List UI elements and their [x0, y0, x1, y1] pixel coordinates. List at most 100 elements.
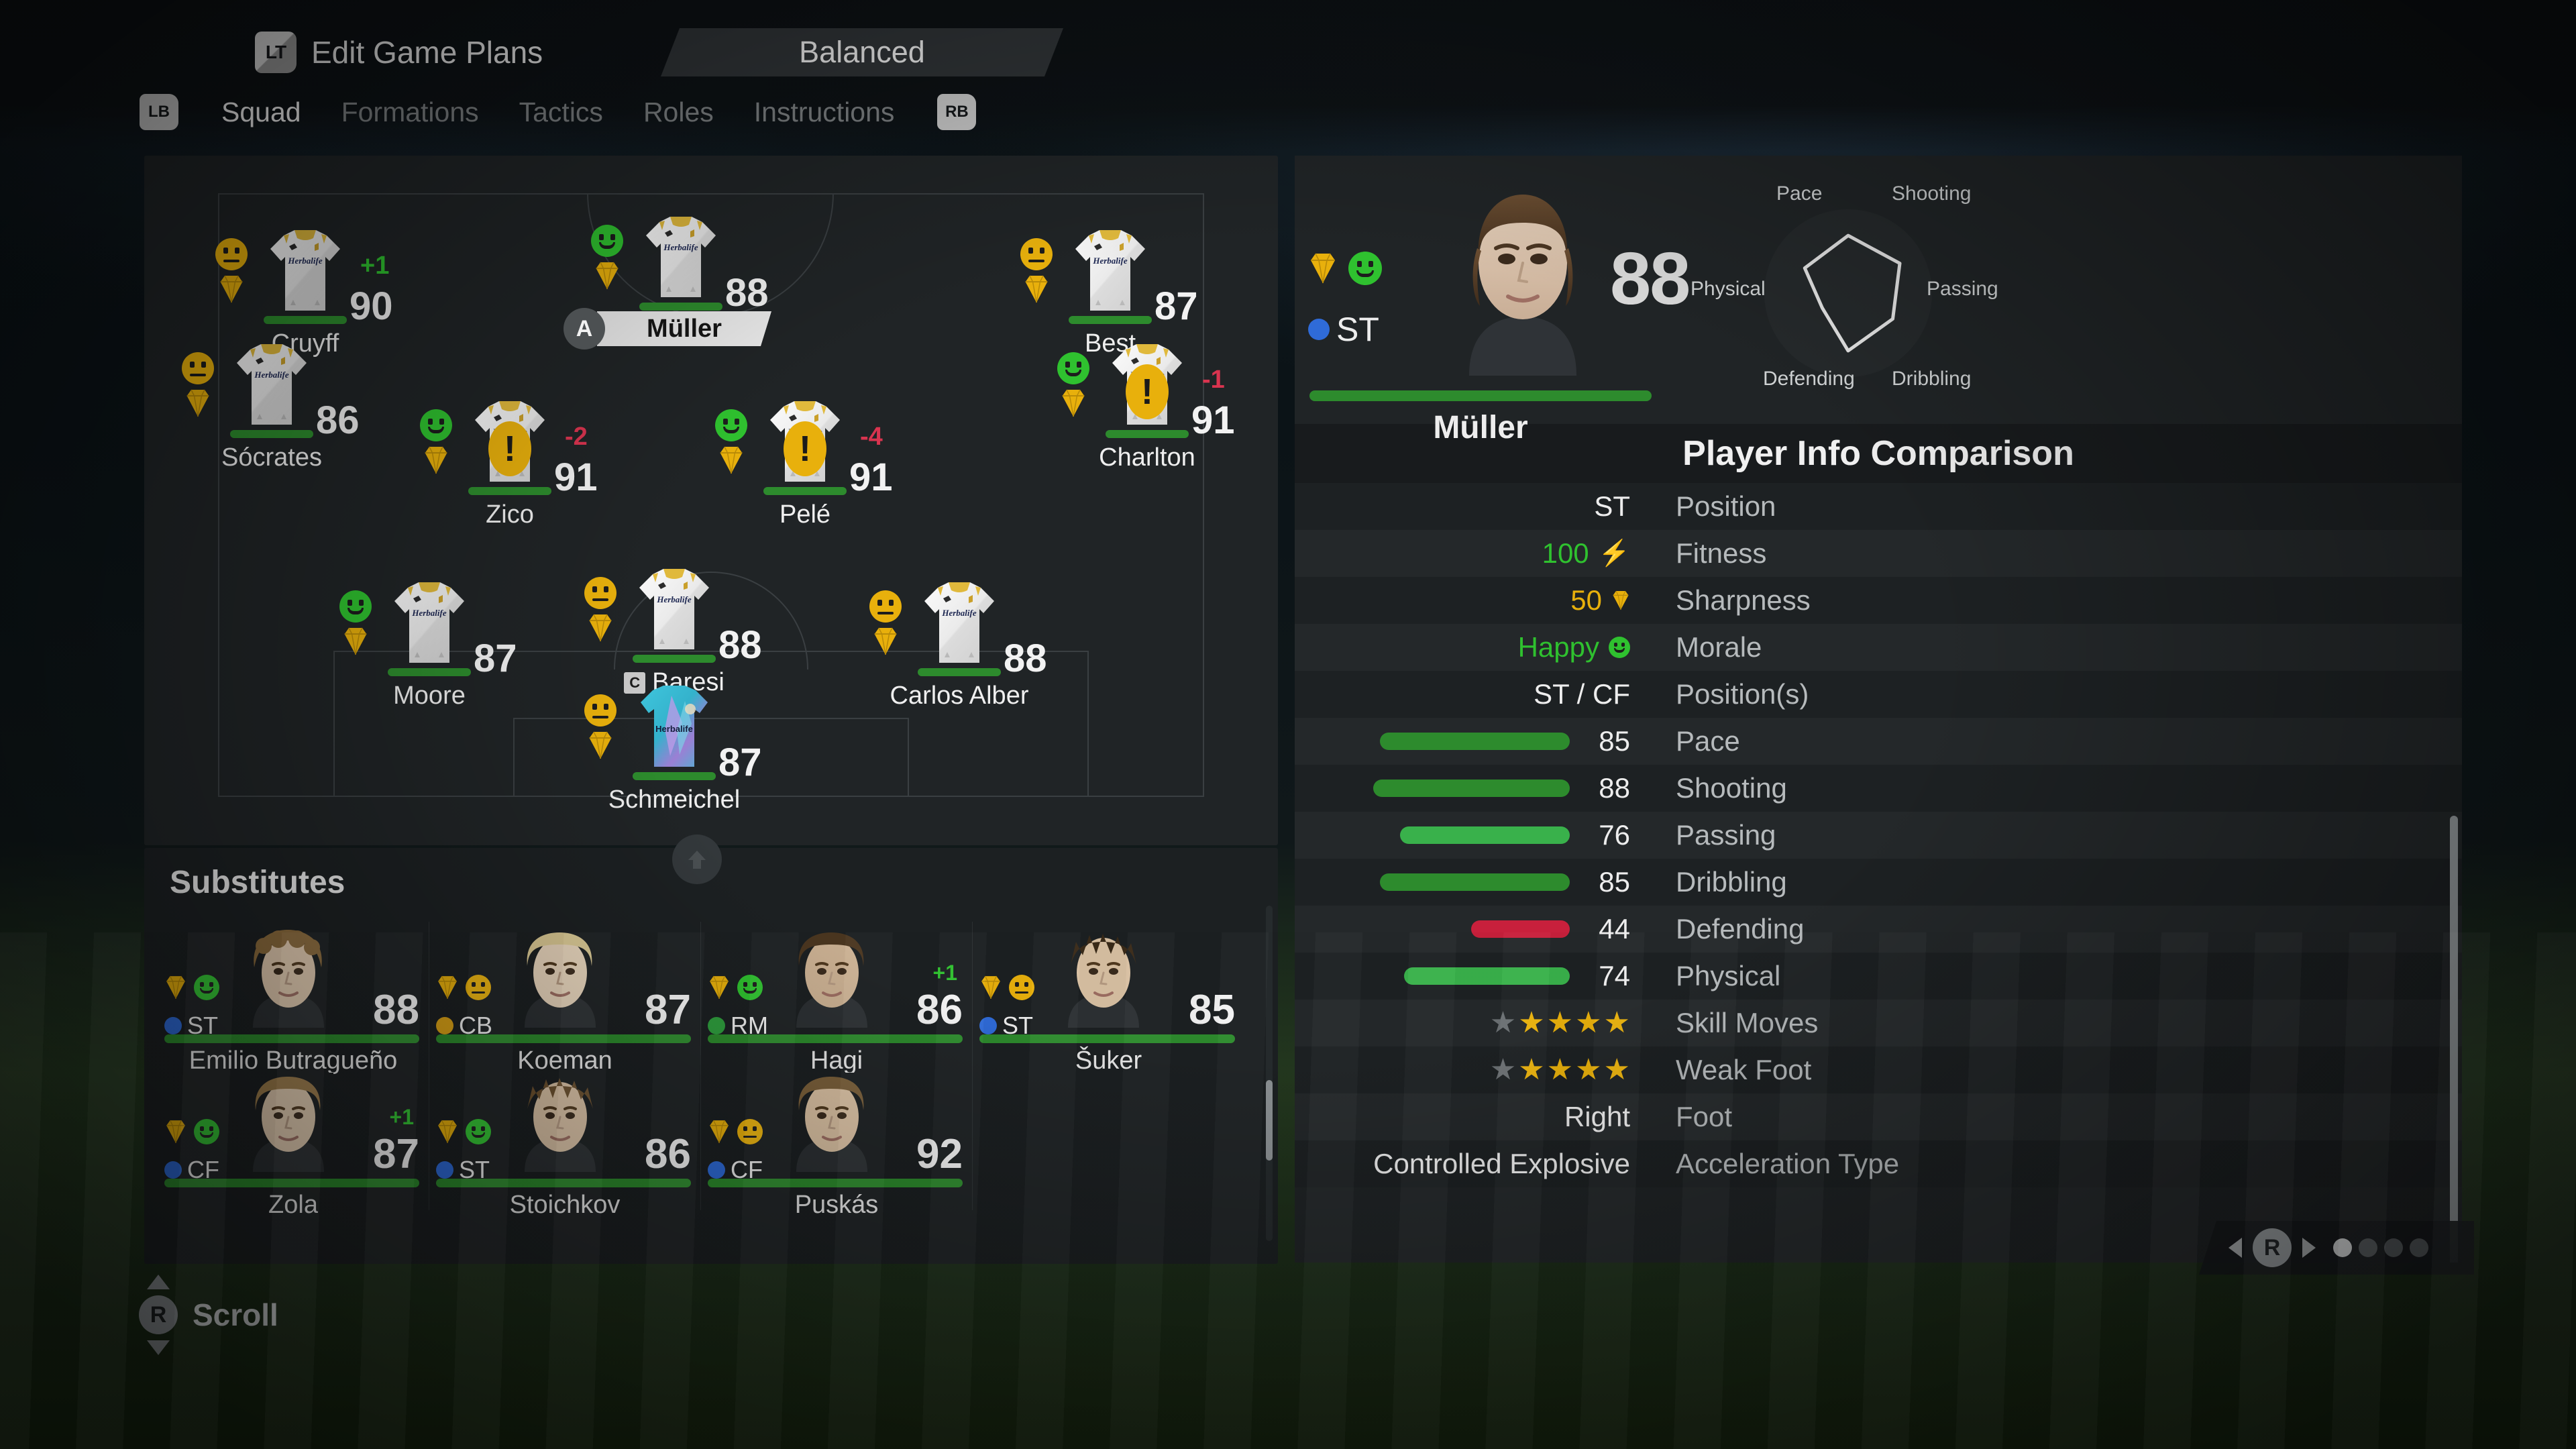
substitute-card-stoichkov[interactable]: ST 86 Stoichkov	[429, 1066, 701, 1219]
substitute-rating: 92	[916, 1131, 963, 1177]
substitute-card-hagi[interactable]: RM +1 86 Hagi	[701, 922, 973, 1075]
tab-tactics[interactable]: Tactics	[519, 96, 603, 127]
morale-neutral-icon	[466, 975, 491, 1000]
chevron-right-icon[interactable]	[2302, 1238, 2316, 1258]
substitute-card-zola[interactable]: CF +1 87 Zola	[158, 1066, 429, 1219]
pager-dot[interactable]	[2410, 1238, 2428, 1257]
stat-value: 44	[1599, 913, 1630, 945]
substitute-status-badges	[436, 1118, 491, 1145]
substitutes-row: CF +1 87 Zola ST 86 Stoichkov CF 92 Puskás	[158, 1066, 1244, 1219]
player-fitness-bar	[264, 316, 347, 324]
game-plan-selector[interactable]: Balanced	[661, 28, 1063, 76]
position-dot-icon	[708, 1017, 725, 1034]
pager-dot[interactable]	[2384, 1238, 2403, 1257]
comparison-value-cell: ST / CF	[1295, 671, 1637, 718]
comparison-label: Defending	[1676, 913, 1805, 945]
player-status-badges	[1018, 238, 1055, 305]
right-stick-icon[interactable]: R	[138, 1275, 179, 1355]
star-icon: ★	[1575, 1006, 1602, 1039]
tab-instructions[interactable]: Instructions	[753, 96, 895, 127]
lt-bumper-icon[interactable]: LT	[255, 32, 297, 73]
player-fitness-bar	[633, 655, 716, 663]
comparison-row: Controlled Explosive Acceleration Type	[1295, 1140, 2462, 1187]
sharpness-gem-icon	[164, 1118, 187, 1145]
player-position-badge: ST	[1308, 310, 1379, 349]
morale-happy-icon	[737, 975, 763, 1000]
morale-happy-icon	[339, 590, 372, 623]
comparison-row: 74 Physical	[1295, 953, 2462, 1000]
lb-bumper-icon[interactable]: LB	[140, 94, 178, 130]
stat-value: 85	[1599, 725, 1630, 757]
tab-squad[interactable]: Squad	[221, 96, 301, 127]
main-tab-bar: LB Squad Formations Tactics Roles Instru…	[140, 94, 977, 130]
player-position-label: ST	[1336, 311, 1379, 348]
morale-neutral-icon	[869, 590, 902, 623]
substitute-fitness-bar	[164, 1179, 419, 1187]
rb-bumper-icon[interactable]: RB	[937, 94, 977, 130]
substitute-portrait	[515, 1073, 605, 1172]
substitute-portrait	[787, 1073, 877, 1172]
sharpness-gem-icon	[708, 974, 731, 1001]
tab-roles[interactable]: Roles	[643, 96, 714, 127]
sharpness-gem-icon	[587, 612, 614, 644]
star-icon: ★	[1518, 1006, 1545, 1039]
tab-formations[interactable]: Formations	[341, 96, 479, 127]
alert-warning-icon: !	[488, 421, 531, 476]
stat-bar-fill	[1400, 826, 1570, 844]
substitute-fitness-bar	[979, 1034, 1235, 1043]
a-button-icon[interactable]: A	[564, 308, 605, 350]
player-name: Schmeichel	[608, 786, 741, 814]
stat-bar-fill	[1380, 733, 1570, 750]
stat-bar-track	[1348, 967, 1570, 985]
pager-dot[interactable]	[2359, 1238, 2377, 1257]
rating-delta: -2	[565, 423, 588, 451]
radar-label-shooting: Shooting	[1892, 182, 1972, 205]
sharpness-gem-icon	[342, 625, 369, 657]
sharpness-gem-icon	[587, 729, 614, 761]
selected-player-name: Müller	[647, 314, 722, 343]
stat-bar-track	[1348, 826, 1570, 844]
right-stick-pager-icon[interactable]: R	[2253, 1228, 2292, 1267]
rating-delta: +1	[932, 961, 957, 985]
sharpness-gem-icon	[1308, 251, 1338, 286]
comparison-label: Weak Foot	[1676, 1054, 1812, 1085]
morale-neutral-icon	[182, 352, 214, 384]
sharpness-gem-icon	[1060, 387, 1087, 419]
player-status-badges	[867, 590, 904, 657]
substitute-portrait	[515, 928, 605, 1028]
player-status-badges	[337, 590, 374, 657]
chevron-left-icon[interactable]	[2229, 1238, 2242, 1258]
comparison-row: 88 Shooting	[1295, 765, 2462, 812]
substitute-card-koeman[interactable]: CB 87 Koeman	[429, 922, 701, 1075]
player-status-badges	[179, 352, 217, 419]
rating-delta: +1	[389, 1105, 414, 1129]
arrow-up-icon[interactable]	[672, 835, 722, 884]
player-info-panel: ST	[1295, 156, 2462, 1263]
fitness-bolt-icon: ⚡	[1598, 539, 1630, 568]
comparison-scrollbar[interactable]	[2450, 816, 2458, 1263]
player-header-badges	[1308, 251, 1382, 286]
substitute-card-emilio-butrague-o[interactable]: ST 88 Emilio Butragueño	[158, 922, 429, 1075]
player-fitness-bar	[633, 772, 716, 780]
player-fitness-bar	[918, 668, 1001, 676]
rating-delta: -1	[1202, 366, 1225, 394]
star-icon: ★	[1546, 1006, 1574, 1039]
player-kit-icon: Herbalife	[633, 565, 716, 653]
player-kit-icon: Herbalife	[388, 578, 471, 667]
substitute-rating: 86	[645, 1131, 691, 1177]
selected-player-nameplate[interactable]: A Müller	[564, 308, 771, 350]
player-rating: 87	[474, 637, 517, 680]
comparison-value-cell: ★ ★ ★ ★ ★	[1295, 1046, 1637, 1093]
edit-game-plans-control[interactable]: LT Edit Game Plans	[255, 28, 543, 76]
scroll-hint-label: Scroll	[193, 1297, 278, 1332]
substitutes-scrollbar[interactable]	[1266, 906, 1273, 1241]
comparison-value: 50	[1570, 584, 1602, 616]
substitute-card-pusk-s[interactable]: CF 92 Puskás	[701, 1066, 973, 1219]
player-status-badges	[588, 225, 626, 292]
substitute-card--uker[interactable]: ST 85 Šuker	[973, 922, 1244, 1075]
pager-dot[interactable]	[2333, 1238, 2352, 1257]
comparison-label: Pace	[1676, 725, 1740, 757]
substitute-fitness-bar	[708, 1034, 963, 1043]
star-icon: ★	[1546, 1053, 1574, 1086]
formation-pitch-panel: Herbalife +1 90 Cruyff Herbalife 88 A Müller Her…	[144, 156, 1278, 845]
